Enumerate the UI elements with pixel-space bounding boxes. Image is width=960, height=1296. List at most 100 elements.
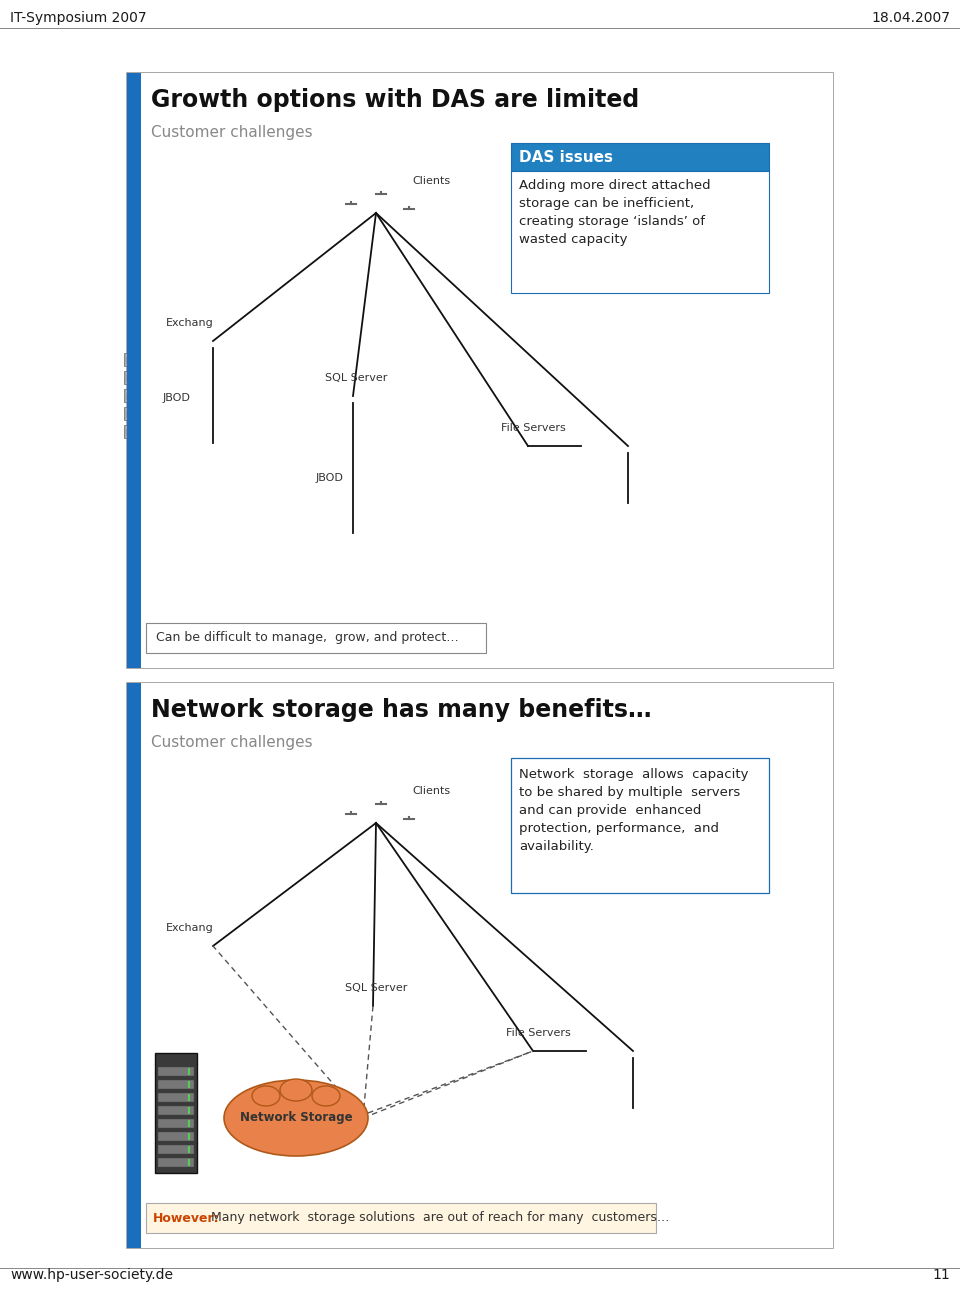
- Text: DAS issues: DAS issues: [519, 149, 613, 165]
- Bar: [319, 439, 329, 446]
- Bar: [352, 1003, 360, 1010]
- Bar: [214, 943, 222, 950]
- Bar: [586, 1093, 681, 1108]
- Bar: [541, 465, 569, 478]
- Bar: [486, 1043, 581, 1058]
- Bar: [629, 443, 637, 450]
- Bar: [158, 1080, 194, 1089]
- Bar: [546, 1067, 574, 1080]
- Bar: [529, 443, 537, 450]
- Bar: [620, 491, 626, 502]
- Bar: [385, 1003, 393, 1010]
- Bar: [127, 429, 137, 435]
- Bar: [518, 443, 526, 450]
- Bar: [354, 521, 360, 531]
- Bar: [361, 415, 383, 430]
- Bar: [127, 393, 137, 400]
- Bar: [618, 443, 626, 450]
- Bar: [602, 491, 608, 502]
- Bar: [124, 371, 154, 384]
- Bar: [372, 521, 378, 531]
- Bar: [342, 187, 360, 200]
- Bar: [643, 1096, 649, 1105]
- Bar: [618, 468, 626, 476]
- Text: SQL Server: SQL Server: [324, 373, 387, 384]
- Text: Network storage has many benefits…: Network storage has many benefits…: [151, 699, 652, 722]
- Text: However:: However:: [153, 1212, 220, 1225]
- Bar: [309, 521, 315, 531]
- Bar: [601, 1073, 609, 1080]
- Bar: [540, 443, 548, 450]
- Ellipse shape: [224, 1080, 368, 1156]
- Bar: [549, 1070, 559, 1078]
- Ellipse shape: [280, 1080, 312, 1102]
- Bar: [400, 802, 418, 815]
- Bar: [364, 796, 372, 814]
- Bar: [158, 1093, 194, 1102]
- Bar: [124, 389, 154, 402]
- Bar: [490, 1048, 498, 1055]
- Bar: [634, 1073, 642, 1080]
- Bar: [196, 432, 202, 441]
- Bar: [158, 1067, 194, 1076]
- Bar: [601, 1048, 609, 1055]
- Bar: [640, 443, 648, 450]
- Text: 18.04.2007: 18.04.2007: [871, 10, 950, 25]
- Bar: [316, 435, 346, 448]
- Bar: [372, 787, 390, 800]
- Bar: [629, 491, 635, 502]
- Bar: [640, 468, 648, 476]
- Text: Customer challenges: Customer challenges: [151, 124, 313, 140]
- Bar: [634, 1096, 640, 1105]
- Bar: [225, 943, 233, 950]
- Bar: [336, 521, 342, 531]
- Bar: [127, 73, 141, 667]
- Bar: [166, 938, 261, 953]
- Bar: [586, 1043, 681, 1058]
- Bar: [127, 375, 137, 382]
- Bar: [214, 432, 220, 441]
- Bar: [370, 784, 392, 802]
- Bar: [343, 393, 351, 400]
- Bar: [507, 443, 515, 450]
- Bar: [634, 1048, 642, 1055]
- Bar: [214, 338, 222, 345]
- Bar: [342, 797, 360, 810]
- Bar: [511, 758, 769, 893]
- Bar: [372, 178, 390, 191]
- Bar: [306, 518, 401, 533]
- Bar: [598, 1096, 604, 1105]
- Bar: [316, 470, 346, 483]
- Bar: [422, 191, 430, 209]
- Bar: [340, 794, 362, 813]
- Bar: [400, 192, 418, 205]
- Text: SQL Server: SQL Server: [345, 982, 407, 993]
- Bar: [170, 943, 178, 950]
- Bar: [394, 785, 402, 804]
- Bar: [481, 438, 576, 454]
- Bar: [158, 1144, 194, 1153]
- Bar: [158, 1105, 194, 1115]
- Bar: [181, 943, 189, 950]
- Text: Network Storage: Network Storage: [240, 1112, 352, 1125]
- Bar: [332, 393, 340, 400]
- Text: Clients: Clients: [412, 176, 450, 187]
- Bar: [327, 521, 333, 531]
- Bar: [511, 171, 769, 293]
- Bar: [158, 1118, 194, 1128]
- Bar: [170, 338, 178, 345]
- Bar: [203, 943, 211, 950]
- Bar: [127, 683, 141, 1248]
- Bar: [501, 1048, 509, 1055]
- Bar: [166, 333, 261, 349]
- Bar: [178, 432, 184, 441]
- Bar: [365, 393, 373, 400]
- Bar: [321, 393, 329, 400]
- Bar: [647, 491, 653, 502]
- Bar: [319, 457, 329, 464]
- Bar: [581, 489, 676, 503]
- Ellipse shape: [312, 1086, 340, 1105]
- Bar: [141, 683, 833, 1248]
- Bar: [534, 1048, 542, 1055]
- Bar: [187, 432, 193, 441]
